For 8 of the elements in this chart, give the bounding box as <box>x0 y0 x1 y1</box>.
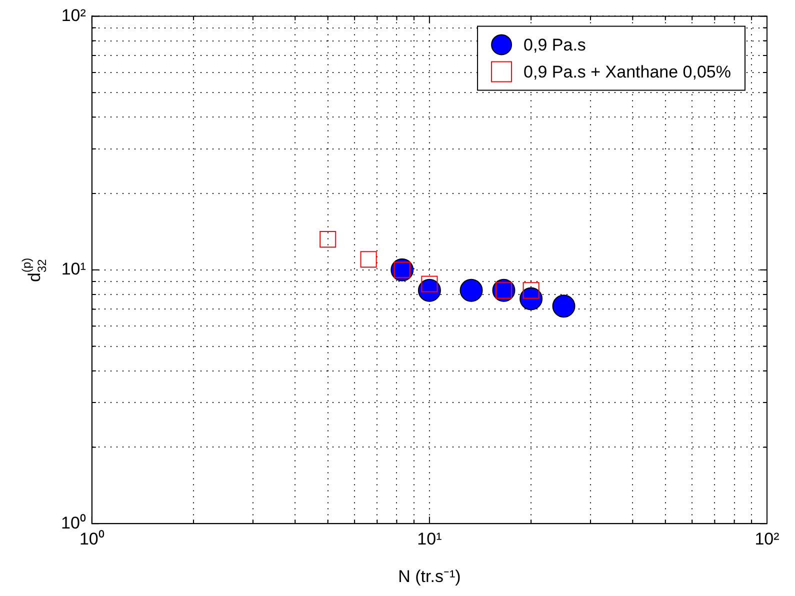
x-tick-label: 10² <box>754 529 780 548</box>
x-axis-title: N (tr.s⁻¹) <box>398 567 461 586</box>
y-tick-label: 10¹ <box>61 260 86 279</box>
y-tick-label: 10² <box>61 6 86 25</box>
x-tick-label: 10¹ <box>417 529 442 548</box>
legend-label: 0,9 Pa.s + Xanthane 0,05% <box>524 62 732 82</box>
legend-label: 0,9 Pa.s <box>524 35 586 54</box>
y-axis-title: d32(p) <box>20 258 49 282</box>
